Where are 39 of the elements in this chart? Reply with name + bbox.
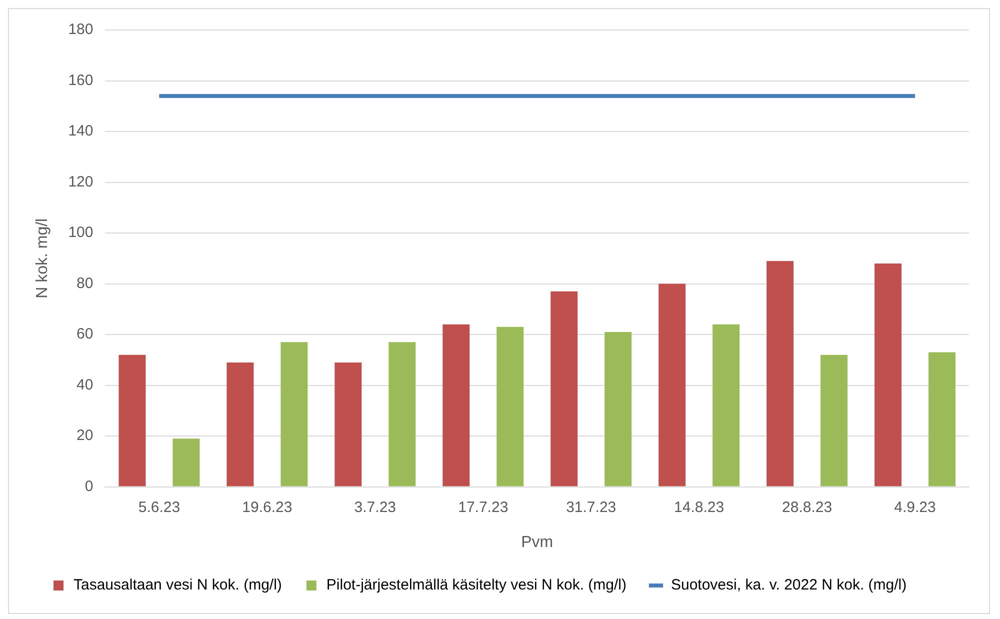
y-axis-title: N kok. mg/l — [34, 218, 52, 298]
x-tick-label: 5.6.23 — [138, 498, 180, 516]
bar — [172, 438, 200, 486]
x-tick-label: 19.6.23 — [242, 498, 292, 516]
bar — [118, 354, 146, 486]
y-tick-label: 180 — [68, 21, 94, 38]
y-tick-label: 0 — [84, 478, 94, 495]
x-tick-label: 14.8.23 — [674, 498, 724, 516]
bar — [280, 342, 308, 486]
bar — [766, 260, 794, 486]
y-tick-label: 80 — [76, 274, 94, 292]
bar — [820, 354, 848, 486]
bar — [928, 352, 956, 486]
x-tick-label: 28.8.23 — [782, 498, 832, 516]
bar — [226, 362, 254, 486]
bar — [442, 324, 470, 486]
bar — [550, 291, 578, 486]
bar — [604, 332, 632, 486]
y-tick-label: 120 — [68, 173, 94, 190]
legend-label: Pilot-järjestelmällä käsitelty vesi N kok. (mg/l) — [326, 576, 626, 594]
bar — [874, 263, 902, 486]
y-tick-label: 20 — [76, 427, 94, 444]
x-tick-label: 4.9.23 — [894, 498, 936, 516]
bar — [334, 362, 362, 486]
x-tick-label: 31.7.23 — [566, 498, 616, 516]
y-tick-label: 140 — [68, 122, 94, 140]
x-axis-title: Pvm — [521, 534, 554, 551]
legend-label: Tasausaltaan vesi N kok. (mg/l) — [74, 576, 282, 594]
y-tick-label: 60 — [76, 326, 94, 343]
x-tick-label: 17.7.23 — [458, 498, 508, 516]
y-tick-label: 100 — [68, 224, 94, 242]
bar — [658, 284, 686, 486]
bar — [496, 326, 524, 486]
y-tick-label: 40 — [76, 376, 94, 394]
y-tick-label: 160 — [68, 72, 94, 89]
bar — [388, 342, 416, 486]
bar — [712, 324, 740, 486]
legend-label: Suotovesi, ka. v. 2022 N kok. (mg/l) — [670, 576, 907, 594]
x-tick-label: 3.7.23 — [354, 498, 396, 516]
